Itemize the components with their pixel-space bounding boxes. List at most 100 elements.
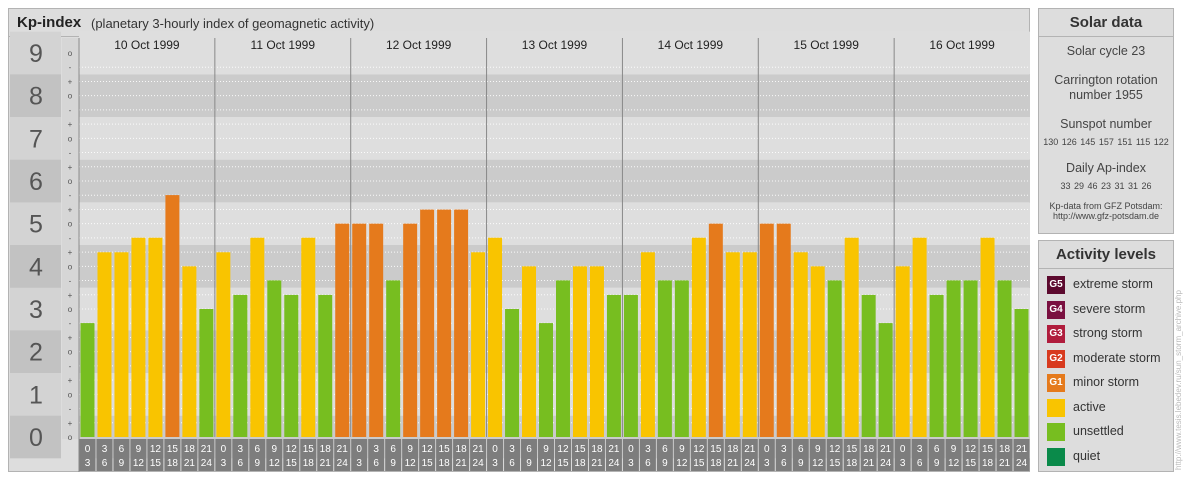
gfz-credit-line1: Kp-data from GFZ Potsdam: — [1049, 201, 1163, 211]
legend-swatch: G3 — [1047, 325, 1065, 343]
source-credit-vertical: http://www.tesis.lebedev.ru/sun_storm_ar… — [1174, 290, 1183, 470]
solar-data-title: Solar data — [1039, 9, 1173, 37]
legend-label: moderate storm — [1073, 350, 1161, 365]
interval-cell — [996, 439, 1013, 471]
kp-bar — [759, 223, 774, 437]
interval-end-label: 6 — [238, 458, 244, 469]
legend-item: G5 extreme storm — [1039, 273, 1173, 298]
legend-swatch: G4 — [1047, 300, 1065, 319]
interval-end-label: 24 — [337, 458, 349, 469]
interval-start-label: 21 — [337, 444, 349, 455]
interval-cell — [792, 439, 809, 471]
legend-swatch — [1047, 398, 1065, 417]
legend-item: G1 minor storm — [1039, 371, 1173, 396]
interval-start-label: 6 — [934, 444, 940, 455]
y-axis-band — [10, 330, 61, 373]
interval-cell — [164, 439, 181, 471]
kp-bar — [640, 252, 655, 437]
kp-band — [79, 74, 1030, 117]
interval-start-label: 0 — [900, 444, 906, 455]
y-axis-tick-label: 3 — [29, 296, 43, 324]
interval-end-label: 18 — [574, 458, 586, 469]
interval-start-label: 6 — [390, 444, 396, 455]
interval-end-label: 21 — [591, 458, 603, 469]
y-subtick-label: + — [68, 248, 73, 257]
interval-start-label: 0 — [764, 444, 770, 455]
interval-cell — [538, 439, 554, 471]
interval-cell — [487, 439, 504, 471]
chart-subtitle: (planetary 3-hourly index of geomagnetic… — [91, 16, 375, 31]
interval-cell — [979, 439, 996, 471]
interval-cell — [605, 439, 622, 471]
kp-bar — [131, 237, 146, 437]
y-subtick-label: - — [69, 63, 72, 72]
interval-end-label: 9 — [526, 458, 532, 469]
interval-end-label: 6 — [509, 458, 515, 469]
interval-start-label: 18 — [863, 444, 875, 455]
chart-title: Kp-index — [17, 14, 82, 31]
interval-cell — [300, 439, 317, 471]
interval-end-label: 6 — [373, 458, 379, 469]
y-axis-band — [10, 117, 61, 160]
interval-cell — [758, 439, 775, 471]
interval-end-label: 12 — [269, 458, 281, 469]
interval-start-label: 15 — [982, 444, 994, 455]
ap-label: Daily Ap-index — [1066, 161, 1146, 175]
interval-cell — [470, 439, 487, 471]
interval-end-label: 18 — [439, 458, 451, 469]
kp-bar — [810, 266, 825, 437]
interval-end-label: 9 — [662, 458, 668, 469]
legend-swatch: G5 — [1047, 276, 1065, 294]
interval-cell — [215, 439, 232, 471]
interval-start-label: 3 — [509, 444, 515, 455]
activity-levels-panel: Activity levels G5 extreme storm G4 severe … — [1038, 240, 1174, 472]
kp-bar — [454, 209, 469, 437]
interval-end-label: 21 — [863, 458, 875, 469]
interval-end-label: 15 — [829, 458, 841, 469]
interval-start-label: 9 — [136, 444, 142, 455]
interval-cell — [232, 439, 249, 471]
interval-cell — [555, 439, 571, 471]
interval-end-label: 15 — [150, 458, 162, 469]
interval-cell — [911, 439, 928, 471]
solar-cycle: Solar cycle 23 — [1066, 44, 1146, 58]
legend-item: active — [1039, 396, 1173, 421]
interval-end-label: 24 — [744, 458, 756, 469]
kp-band — [79, 202, 1030, 245]
interval-end-label: 3 — [764, 458, 770, 469]
kp-bar — [97, 252, 112, 437]
interval-end-label: 3 — [628, 458, 634, 469]
interval-start-label: 3 — [238, 444, 244, 455]
interval-start-label: 0 — [221, 444, 227, 455]
y-subtick-label: o — [68, 433, 73, 442]
interval-start-label: 18 — [456, 444, 468, 455]
kp-bar — [437, 209, 452, 437]
interval-cell — [283, 439, 300, 471]
interval-end-label: 18 — [982, 458, 994, 469]
day-label: 15 Oct 1999 — [794, 38, 860, 52]
interval-cell — [249, 439, 266, 471]
kp-bar — [912, 237, 927, 437]
interval-end-label: 24 — [608, 458, 620, 469]
interval-start-label: 9 — [543, 444, 549, 455]
kp-bar — [539, 323, 553, 437]
interval-end-label: 24 — [473, 458, 485, 469]
legend-label: strong storm — [1073, 326, 1143, 340]
interval-cell — [656, 439, 673, 471]
interval-start-label: 6 — [798, 444, 804, 455]
y-axis-tick-label: 9 — [29, 40, 43, 68]
interval-start-label: 21 — [201, 444, 213, 455]
y-axis-tick-label: 1 — [29, 381, 43, 409]
interval-cell — [266, 439, 283, 471]
y-subtick-label: o — [68, 220, 73, 229]
interval-end-label: 9 — [390, 458, 396, 469]
interval-start-label: 0 — [356, 444, 362, 455]
y-axis-tick-label: 4 — [29, 253, 43, 281]
interval-cell — [928, 439, 945, 471]
kp-bar — [844, 237, 859, 437]
kp-chart-panel: Kp-index (planetary 3-hourly index of ge… — [8, 8, 1030, 472]
interval-cell — [945, 439, 962, 471]
interval-cell — [724, 439, 741, 471]
y-subtick-column — [62, 38, 78, 439]
day-label: 12 Oct 1999 — [386, 38, 452, 52]
